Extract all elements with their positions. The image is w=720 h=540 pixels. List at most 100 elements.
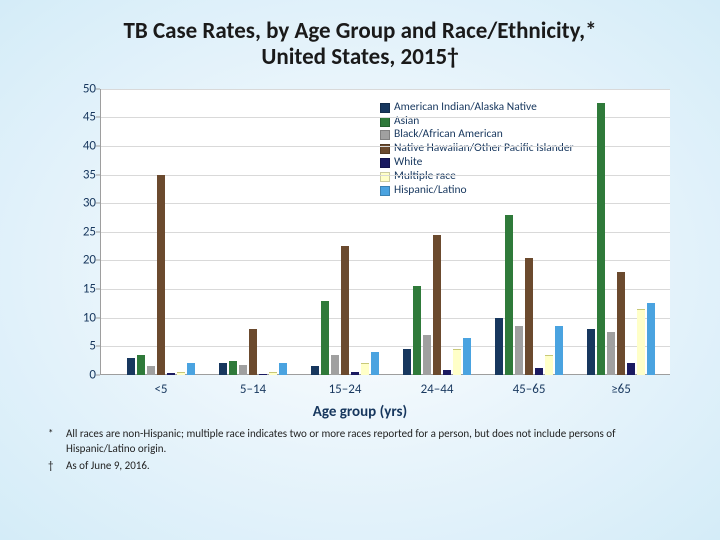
x-tick-label: 5–14 (240, 382, 266, 397)
bar (495, 318, 503, 375)
bar (535, 368, 543, 375)
bar (177, 372, 185, 375)
x-tick-label: 45–65 (513, 382, 546, 397)
legend-item: Multiple race (380, 170, 574, 184)
legend-item: Native Hawaiian/Other Pacific Islander (380, 142, 574, 156)
grid-line (100, 232, 670, 233)
bar (555, 326, 563, 375)
y-tick-label: 10 (66, 310, 96, 325)
y-tick-label: 25 (66, 224, 96, 239)
bar (587, 329, 595, 375)
legend-label: Black/African American (394, 128, 503, 142)
legend-label: White (394, 156, 422, 170)
legend-item: Black/African American (380, 128, 574, 142)
bar (229, 361, 237, 375)
bar (351, 372, 359, 375)
bar (259, 374, 267, 375)
x-tick-label: 24–44 (421, 382, 454, 397)
grid-line (100, 260, 670, 261)
legend-label: Hispanic/Latino (394, 184, 467, 198)
x-axis-label: Age group (yrs) (313, 403, 407, 421)
bar (647, 303, 655, 375)
legend-swatch (380, 103, 390, 113)
x-axis (100, 374, 670, 375)
y-tick-label: 40 (66, 139, 96, 154)
footnote-star-text: All races are non-Hispanic; multiple rac… (66, 427, 672, 457)
bar (127, 358, 135, 375)
bar (525, 258, 533, 375)
bar (443, 370, 451, 375)
bar (331, 355, 339, 375)
bar (545, 355, 553, 375)
bar (279, 363, 287, 374)
legend-item: American Indian/Alaska Native (380, 101, 574, 115)
legend-item: White (380, 156, 574, 170)
bar (637, 309, 645, 375)
y-tick-label: 35 (66, 167, 96, 182)
footnote-dagger-mark: † (48, 459, 58, 474)
legend-label: American Indian/Alaska Native (394, 101, 537, 115)
bar (413, 286, 421, 375)
bar (453, 349, 461, 375)
legend-swatch (380, 158, 390, 168)
title-line-1: TB Case Rates, by Age Group and Race/Eth… (123, 17, 596, 45)
bar (403, 349, 411, 375)
bar (515, 326, 523, 375)
legend-swatch (380, 172, 390, 182)
bar (505, 215, 513, 375)
bar (597, 103, 605, 375)
x-tick-label: ≥65 (611, 382, 631, 397)
y-tick-label: 45 (66, 110, 96, 125)
grid-line (100, 289, 670, 290)
y-tick-label: 30 (66, 196, 96, 211)
legend-swatch (380, 130, 390, 140)
y-axis (100, 89, 101, 375)
grid-line (100, 318, 670, 319)
grid-line (100, 89, 670, 90)
footnote-star-mark: * (48, 427, 58, 457)
legend: American Indian/Alaska NativeAsianBlack/… (380, 101, 574, 198)
bar (137, 355, 145, 375)
bar (361, 363, 369, 374)
grid-line (100, 117, 670, 118)
legend-item: Hispanic/Latino (380, 184, 574, 198)
bar (617, 272, 625, 375)
bar (239, 365, 247, 375)
page-title: TB Case Rates, by Age Group and Race/Eth… (28, 18, 692, 71)
bar (249, 329, 257, 375)
y-tick-label: 0 (66, 367, 96, 382)
y-tick-label: 15 (66, 282, 96, 297)
footnote-dagger-text: As of June 9, 2016. (66, 459, 150, 474)
footnotes: * All races are non-Hispanic; multiple r… (28, 427, 692, 474)
bar (311, 366, 319, 375)
grid-line (100, 146, 670, 147)
chart: Cases per 100,000 population 05101520253… (40, 79, 680, 419)
grid-line (100, 346, 670, 347)
plot-area: American Indian/Alaska NativeAsianBlack/… (100, 89, 670, 375)
y-tick-label: 20 (66, 253, 96, 268)
grid-line (100, 175, 670, 176)
bar (157, 175, 165, 375)
x-tick-label: 15–24 (329, 382, 362, 397)
bar (167, 373, 175, 375)
bar (433, 235, 441, 375)
y-tick-label: 50 (66, 81, 96, 96)
x-tick-label: <5 (154, 382, 167, 397)
bar (371, 352, 379, 375)
bar (607, 332, 615, 375)
grid-line (100, 203, 670, 204)
legend-label: Native Hawaiian/Other Pacific Islander (394, 142, 574, 156)
legend-swatch (380, 186, 390, 196)
bar (321, 301, 329, 375)
bar (627, 363, 635, 374)
bar (269, 372, 277, 375)
legend-label: Multiple race (394, 170, 456, 184)
title-line-2: United States, 2015† (261, 43, 458, 71)
y-tick-label: 5 (66, 339, 96, 354)
bar (147, 366, 155, 375)
bar (463, 338, 471, 375)
bar (423, 335, 431, 375)
bar (219, 363, 227, 374)
bar (187, 363, 195, 374)
bar (341, 246, 349, 375)
